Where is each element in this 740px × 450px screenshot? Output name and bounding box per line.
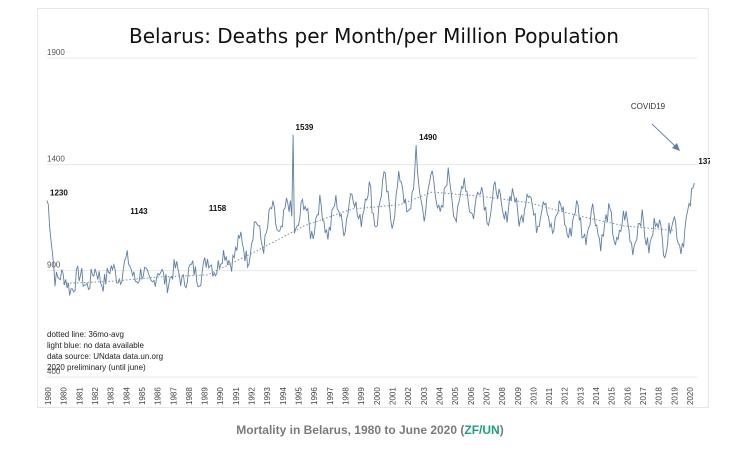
x-tick-label: 2012 bbox=[561, 387, 570, 405]
x-tick-label: 2010 bbox=[529, 387, 538, 405]
x-tick-label: 1989 bbox=[201, 387, 210, 405]
x-tick-label: 2016 bbox=[623, 387, 632, 405]
peak-label: 1230 bbox=[50, 188, 68, 197]
x-tick-label: 1993 bbox=[263, 387, 272, 405]
x-tick-label: 1994 bbox=[279, 387, 288, 405]
y-tick-label: 1900 bbox=[47, 48, 65, 57]
x-tick-label: 2015 bbox=[608, 387, 617, 405]
x-tick-label: 2006 bbox=[467, 387, 476, 405]
x-tick-label: 2018 bbox=[655, 387, 664, 405]
x-tick-label: 1992 bbox=[248, 387, 257, 405]
x-tick-label: 1996 bbox=[310, 387, 319, 405]
x-tick-label: 2009 bbox=[514, 387, 523, 405]
peak-annotations: 1230 1143 1158 1539 1490 1377 bbox=[50, 123, 710, 216]
x-tick-label: 1981 bbox=[75, 387, 84, 405]
x-tick-label: 1980 bbox=[44, 387, 53, 405]
x-tick-label: 2013 bbox=[576, 387, 585, 405]
chart-frame: Belarus: Deaths per Month/per Million Po… bbox=[37, 8, 710, 408]
x-tick-label: 1997 bbox=[326, 387, 335, 405]
caption-close: ) bbox=[499, 423, 504, 437]
peak-label: 1158 bbox=[209, 204, 227, 213]
x-tick-label: 2008 bbox=[498, 387, 507, 405]
x-tick-label: 1985 bbox=[138, 387, 147, 405]
covid-label: COVID19 bbox=[631, 102, 666, 111]
x-tick-label: 2001 bbox=[388, 387, 397, 405]
x-tick-label: 1983 bbox=[107, 387, 116, 405]
x-tick-label: 2014 bbox=[592, 387, 601, 405]
note-line: light blue: no data available bbox=[47, 341, 145, 350]
covid-arrow-line bbox=[651, 123, 677, 148]
figure-caption: Mortality in Belarus, 1980 to June 2020 … bbox=[0, 423, 740, 437]
grid-lines bbox=[47, 57, 697, 378]
series-layer bbox=[46, 134, 695, 296]
note-line: dotted line: 36mo-avg bbox=[47, 330, 124, 339]
y-tick-label: 1400 bbox=[47, 154, 65, 163]
caption-text: Mortality in Belarus, 1980 to June 2020 … bbox=[236, 423, 465, 437]
x-tick-label: 1995 bbox=[295, 387, 304, 405]
x-tick-label: 2005 bbox=[451, 387, 460, 405]
chart-notes: dotted line: 36mo-avg light blue: no dat… bbox=[47, 330, 163, 372]
note-line: data source: UNdata data.un.org bbox=[47, 352, 163, 361]
covid-annotation: COVID19 bbox=[631, 102, 680, 151]
x-tick-label: 2002 bbox=[404, 387, 413, 405]
x-tick-label: 1998 bbox=[342, 387, 351, 405]
x-tick-label: 1984 bbox=[122, 387, 131, 405]
series-line bbox=[46, 134, 695, 296]
peak-label: 1539 bbox=[296, 123, 314, 132]
x-tick-label: 2017 bbox=[639, 387, 648, 405]
peak-label: 1490 bbox=[419, 133, 437, 142]
average-line bbox=[62, 191, 673, 284]
x-tick-label: 2011 bbox=[545, 387, 554, 405]
x-tick-label: 2007 bbox=[482, 387, 491, 405]
peak-label: 1377 bbox=[698, 157, 710, 166]
x-tick-label: 2020 bbox=[686, 387, 695, 405]
y-tick-label: 400 bbox=[47, 367, 61, 376]
x-tick-label: 1987 bbox=[169, 387, 178, 405]
x-tick-label: 1982 bbox=[91, 387, 100, 405]
chart-canvas: Belarus: Deaths per Month/per Million Po… bbox=[44, 24, 710, 405]
x-tick-label: 1999 bbox=[357, 387, 366, 405]
x-tick-label: 2004 bbox=[435, 387, 444, 405]
peak-label: 1143 bbox=[130, 207, 148, 216]
x-tick-label: 1990 bbox=[216, 387, 225, 405]
note-line: 2020 preliminary (until june) bbox=[47, 363, 146, 372]
x-tick-label: 1991 bbox=[232, 387, 241, 405]
x-tick-label: 2019 bbox=[670, 387, 679, 405]
x-tick-label: 1986 bbox=[154, 387, 163, 405]
source-link[interactable]: ZF/UN bbox=[464, 423, 500, 437]
x-tick-label: 1980 bbox=[60, 387, 69, 405]
x-tick-label: 1988 bbox=[185, 387, 194, 405]
x-tick-label: 2003 bbox=[420, 387, 429, 405]
covid-arrow-head bbox=[672, 143, 680, 151]
x-axis-ticks: 1980 1980 1981 1982 1983 1984 1985 1986 1987 1988… bbox=[44, 387, 695, 405]
x-tick-label: 2000 bbox=[373, 387, 382, 405]
chart-title: Belarus: Deaths per Month/per Million Po… bbox=[129, 24, 619, 48]
